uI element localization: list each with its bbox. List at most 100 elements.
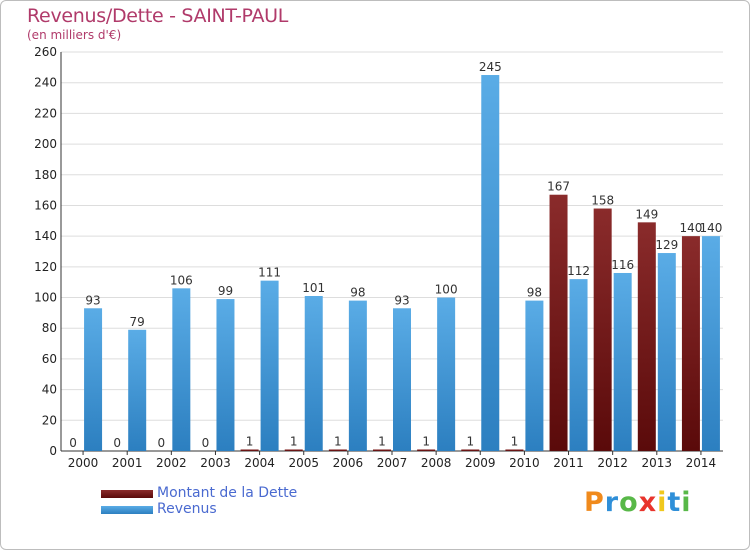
axes: 0204060801001201401601802002202402602000… [34,45,723,470]
x-tick-label: 2011 [553,456,584,470]
x-tick-label: 2013 [642,456,673,470]
x-tick-label: 2012 [597,456,628,470]
y-tick-label: 120 [34,260,57,274]
x-tick-label: 2000 [68,456,99,470]
bar-revenus [525,300,544,451]
bar-dette [461,449,480,451]
data-label-revenus: 116 [611,258,634,272]
data-label-dette: 0 [69,436,77,450]
bar-revenus [172,288,191,451]
data-label-revenus: 140 [699,221,722,235]
data-label-dette: 149 [635,207,658,221]
bar-revenus [613,272,632,451]
data-label-revenus: 100 [435,283,458,297]
bar-dette [328,449,347,451]
data-label-dette: 158 [591,194,614,208]
y-tick-label: 240 [34,76,57,90]
logo-letter: i [681,487,692,518]
logo-letter: o [619,487,639,518]
legend-swatch-dette [101,490,153,498]
x-tick-label: 2006 [333,456,364,470]
y-tick-label: 80 [42,321,57,335]
logo-letter: i [657,487,668,518]
data-label-revenus: 111 [258,266,281,280]
bar-revenus [481,75,500,452]
data-label-revenus: 112 [567,264,590,278]
logo-letter: t [667,487,682,518]
x-tick-label: 2005 [288,456,319,470]
data-label-dette: 0 [158,436,166,450]
data-label-revenus: 129 [655,238,678,252]
x-tick-label: 2007 [377,456,408,470]
bar-dette [240,449,259,451]
bar-dette [593,208,612,451]
data-label-revenus: 106 [170,273,193,287]
bar-revenus [84,308,103,451]
x-tick-label: 2002 [156,456,187,470]
logo-letter: P [584,487,605,518]
data-label-revenus: 93 [85,293,100,307]
data-label-dette: 1 [422,434,430,448]
logo-letter: r [604,487,620,518]
bar-revenus [260,280,279,451]
y-tick-label: 200 [34,137,57,151]
data-label-dette: 0 [202,436,210,450]
data-label-revenus: 101 [302,281,325,295]
data-label-revenus: 93 [394,293,409,307]
y-tick-label: 60 [42,352,57,366]
x-tick-label: 2004 [244,456,275,470]
bar-revenus [657,253,676,451]
bar-dette [681,236,700,451]
data-label-dette: 1 [290,434,298,448]
y-tick-label: 180 [34,168,57,182]
data-label-dette: 140 [679,221,702,235]
proxiti-logo: Proxiti [584,487,692,518]
data-label-dette: 1 [334,434,342,448]
data-label-revenus: 79 [130,315,145,329]
bar-dette [549,194,568,451]
bar-revenus [393,308,411,451]
data-label-dette: 1 [511,434,519,448]
x-tick-label: 2014 [686,456,717,470]
y-tick-label: 100 [34,291,57,305]
x-tick-label: 2001 [112,456,143,470]
data-label-revenus: 98 [350,286,365,300]
bar-revenus [304,296,323,451]
data-label-dette: 167 [547,180,570,194]
bar-revenus [701,236,720,451]
data-label-dette: 1 [246,434,254,448]
bar-dette [373,449,391,451]
y-tick-label: 20 [42,413,57,427]
y-tick-label: 260 [34,45,57,59]
bar-revenus [437,297,456,451]
bar-revenus [216,299,235,451]
chart-title: Revenus/Dette - SAINT-PAUL [27,5,289,27]
bars [84,75,720,452]
x-tick-label: 2008 [421,456,452,470]
x-tick-label: 2003 [200,456,231,470]
bar-revenus [128,329,147,451]
grid-lines [61,51,723,421]
legend-swatch-revenus [101,506,153,514]
bar-revenus [569,279,588,451]
data-label-revenus: 98 [527,286,542,300]
data-label-dette: 1 [378,434,386,448]
bar-dette [417,449,436,451]
data-label-revenus: 99 [218,284,233,298]
x-tick-label: 2010 [509,456,540,470]
logo-letter: x [638,487,658,518]
y-tick-label: 40 [42,383,57,397]
data-labels: 0930790106099111111011981931100124519816… [69,60,722,450]
bar-dette [505,449,524,451]
data-label-revenus: 245 [479,60,502,74]
x-tick-label: 2009 [465,456,496,470]
bar-revenus [348,300,367,451]
data-label-dette: 1 [466,434,474,448]
y-tick-label: 0 [49,444,57,458]
chart-subtitle: (en milliers d'€) [27,28,122,42]
legend-label-dette: Montant de la Dette [157,485,298,501]
data-label-dette: 0 [113,436,121,450]
bar-dette [637,222,656,451]
